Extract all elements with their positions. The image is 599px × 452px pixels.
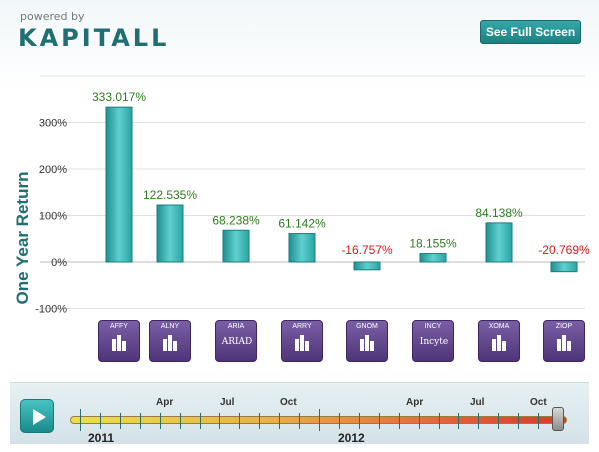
company-logo: Incyte — [419, 337, 449, 347]
ticker-symbol: GNOM — [356, 323, 378, 330]
timeline-tick — [358, 413, 360, 429]
bar-arry[interactable] — [288, 233, 316, 263]
y-tick-label: 300% — [39, 118, 67, 130]
ticker-xoma[interactable]: XOMA — [478, 320, 520, 362]
timeline-tick — [219, 413, 221, 429]
see-full-screen-button[interactable]: See Full Screen — [480, 20, 581, 44]
ticker-symbol: ARRY — [292, 323, 312, 330]
value-label: 333.017% — [92, 90, 146, 104]
building-icon — [557, 335, 571, 351]
building-icon — [360, 335, 374, 351]
value-label: 122.535% — [143, 188, 197, 202]
timeline-tick — [518, 413, 520, 429]
header: powered by KAPITALL See Full Screen — [0, 0, 599, 60]
timeline-tick — [179, 413, 181, 429]
ticker-aria[interactable]: ARIA ARIAD — [215, 320, 257, 362]
ticker-ziop[interactable]: ZIOP — [543, 320, 585, 362]
building-icon — [112, 335, 126, 351]
y-tick-label: 200% — [39, 164, 67, 176]
ticker-symbol: AFFY — [110, 323, 128, 330]
timeline-tick — [139, 413, 141, 429]
month-label: Apr — [156, 397, 174, 408]
bar-alny[interactable] — [156, 204, 184, 263]
timeline-tick — [159, 413, 161, 429]
ticker-symbol: XOMA — [488, 323, 510, 330]
kapitall-logo: KAPITALL — [18, 24, 170, 52]
play-icon — [33, 409, 46, 425]
ticker-gnom[interactable]: GNOM — [346, 320, 388, 362]
month-label: Jul — [220, 397, 235, 408]
ticker-symbol: ALNY — [160, 323, 180, 330]
powered-by-text: powered by — [20, 10, 85, 23]
ticker-arry[interactable]: ARRY — [281, 320, 323, 362]
timeline-bar: Apr Jul Oct Apr Jul Oct 2011 2012 — [10, 382, 589, 445]
year-label: 2012 — [338, 431, 365, 445]
timeline-tick — [478, 413, 480, 429]
building-icon — [492, 335, 506, 351]
timeline-tick — [338, 413, 340, 429]
ticker-incy[interactable]: INCY Incyte — [412, 320, 454, 362]
timeline-tick — [498, 413, 500, 429]
building-icon — [163, 335, 177, 351]
month-label: Oct — [280, 397, 297, 408]
timeline-tick — [538, 413, 540, 429]
timeline-tick — [458, 413, 460, 429]
value-label: -20.769% — [538, 243, 590, 257]
timeline-tick — [80, 409, 81, 431]
bar-gnom[interactable] — [353, 261, 381, 271]
value-label: 68.238% — [212, 213, 260, 227]
timeline-track[interactable] — [70, 416, 567, 424]
value-label: -16.757% — [341, 243, 393, 257]
bar-affy[interactable] — [105, 106, 133, 263]
timeline-tick — [99, 413, 101, 429]
return-chart: 300% 200% 100% 0% -100% 333.017% 122.535% 68.23… — [35, 75, 590, 316]
month-label: Apr — [406, 397, 424, 408]
ticker-affy[interactable]: AFFY — [98, 320, 140, 362]
timeline-tick — [378, 413, 380, 429]
bar-aria[interactable] — [222, 229, 250, 263]
timeline-tick — [438, 413, 440, 429]
ticker-symbol: ZIOP — [555, 323, 573, 330]
month-label: Oct — [530, 397, 547, 408]
bar-ziop[interactable] — [550, 261, 578, 273]
bar-xoma[interactable] — [485, 222, 513, 263]
timeline-tick — [239, 413, 241, 429]
month-label: Jul — [470, 397, 485, 408]
ticker-alny[interactable]: ALNY — [149, 320, 191, 362]
year-label: 2011 — [88, 431, 115, 445]
company-logo: ARIAD — [221, 337, 253, 347]
timeline-tick — [398, 413, 400, 429]
ticker-symbol: INCY — [424, 323, 442, 330]
value-label: 84.138% — [475, 206, 523, 220]
timeline-tick — [119, 413, 121, 429]
timeline-tick — [418, 413, 420, 429]
y-tick-label: -100% — [35, 304, 67, 316]
timeline-handle[interactable] — [552, 407, 564, 431]
y-tick-label: 100% — [39, 211, 67, 223]
timeline-tick — [319, 409, 320, 431]
building-icon — [295, 335, 309, 351]
timeline-tick — [299, 413, 301, 429]
ticker-symbol: ARIA — [227, 323, 245, 330]
bar-incy[interactable] — [419, 253, 447, 263]
value-label: 61.142% — [278, 217, 326, 231]
play-button[interactable] — [20, 399, 54, 433]
timeline-tick — [259, 413, 261, 429]
y-tick-label: 0% — [51, 257, 67, 269]
timeline-tick — [279, 413, 281, 429]
value-label: 18.155% — [409, 237, 457, 251]
timeline-tick — [199, 413, 201, 429]
